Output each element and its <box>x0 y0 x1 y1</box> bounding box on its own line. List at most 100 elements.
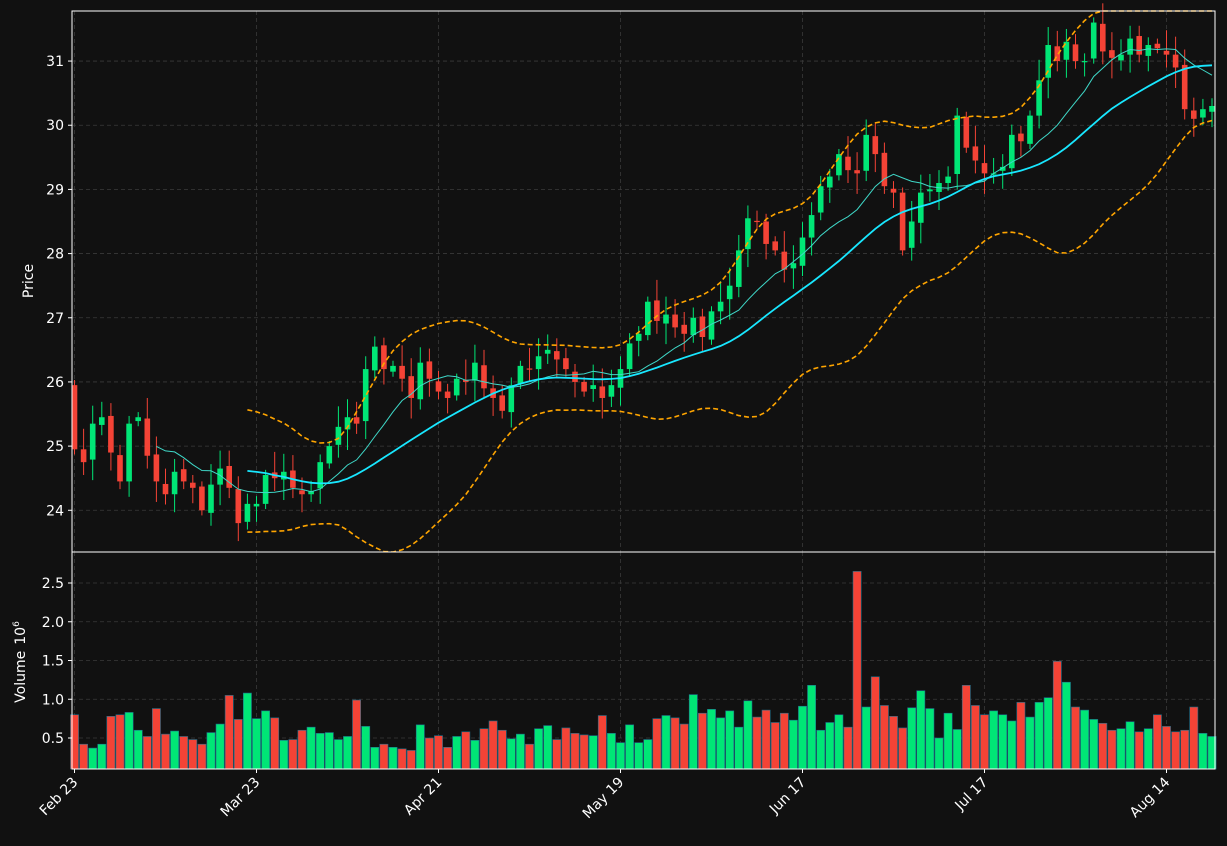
candle-up <box>827 176 833 188</box>
volume-exponent-base: 10 <box>13 627 29 645</box>
candle-up <box>1036 80 1042 116</box>
candle-up <box>626 343 633 370</box>
candle-up <box>945 176 951 183</box>
candle-up <box>308 491 314 495</box>
volume-bar <box>88 747 98 770</box>
volume-bar <box>716 717 725 770</box>
volume-bar <box>106 715 116 770</box>
volume-bar <box>616 742 625 770</box>
volume-tick-label: 1.5 <box>42 654 64 670</box>
candle-down <box>1163 50 1170 55</box>
volume-bar <box>1098 722 1108 770</box>
candle-down <box>426 361 433 379</box>
candle-up <box>89 423 96 460</box>
upper-band-line <box>247 10 1212 444</box>
candle-down <box>872 136 879 155</box>
candle-down <box>1109 50 1115 58</box>
volume-bar <box>1162 726 1171 770</box>
volume-bar <box>1134 731 1144 770</box>
volume-bar <box>743 700 753 770</box>
candle-down <box>672 314 678 328</box>
volume-bar <box>879 705 889 770</box>
volume-bar <box>233 719 243 770</box>
candle-down <box>754 220 760 223</box>
candle-up <box>135 417 141 422</box>
volume-bar <box>989 710 998 770</box>
price-tick-label: 24 <box>46 503 64 519</box>
price-axis-label: Price <box>21 264 37 298</box>
candle-up <box>918 192 924 223</box>
price-panel: 24 25 26 27 28 29 30 31 <box>46 3 1216 553</box>
candle-up <box>590 385 596 389</box>
volume-bar <box>297 729 307 770</box>
candle-up <box>453 378 460 396</box>
volume-bar <box>925 708 935 770</box>
volume-bar <box>1062 681 1071 770</box>
candle-down <box>381 345 387 370</box>
volume-bar <box>788 719 798 770</box>
volume-bar <box>142 736 152 770</box>
candle-up <box>1063 41 1070 60</box>
candle-down <box>408 376 414 398</box>
candle-down <box>763 221 769 244</box>
candle-up <box>508 385 515 413</box>
candle-up <box>608 385 615 397</box>
volume-bar <box>934 737 944 770</box>
candle-up <box>171 471 178 495</box>
volume-bar <box>152 708 161 770</box>
candle-down <box>881 152 888 187</box>
volume-bar <box>889 715 898 770</box>
candle-up <box>736 250 742 287</box>
candle-down <box>563 358 569 370</box>
volume-bar <box>97 743 107 770</box>
volume-bar <box>397 748 407 770</box>
volume-bar <box>1089 719 1099 770</box>
volume-bar <box>1116 728 1126 770</box>
candle-up <box>726 285 733 300</box>
volume-bar <box>661 715 671 770</box>
candle-down <box>108 415 114 453</box>
volume-bar <box>306 726 316 770</box>
candle-down <box>899 192 906 251</box>
candle-down <box>235 489 242 524</box>
volume-bar <box>1153 714 1162 770</box>
volume-bar <box>488 720 498 770</box>
candle-up <box>253 503 260 507</box>
candle-down <box>180 469 187 482</box>
volume-bar <box>197 743 207 770</box>
candle-up <box>344 417 351 430</box>
volume-bar <box>643 739 653 770</box>
volume-bar <box>952 729 962 770</box>
candle-down <box>399 365 405 379</box>
candle-down <box>1191 110 1197 119</box>
volume-bar <box>597 715 607 770</box>
candle-up <box>517 365 524 384</box>
volume-bar <box>452 736 462 770</box>
volume-bar <box>388 746 398 770</box>
volume-bar <box>470 740 480 770</box>
volume-bar <box>461 731 471 770</box>
price-plot-area <box>72 11 1215 552</box>
volume-bar <box>1025 716 1035 770</box>
volume-bar <box>898 727 907 770</box>
candle-down <box>554 351 560 360</box>
volume-bar <box>479 728 489 770</box>
candle-down <box>162 483 169 495</box>
candle-up <box>362 369 369 422</box>
volume-bar <box>1034 702 1044 770</box>
candle-up <box>645 301 651 336</box>
candle-down <box>972 146 979 161</box>
volume-bar <box>1125 721 1135 770</box>
candle-down <box>80 449 87 463</box>
volume-bar <box>961 684 971 770</box>
candle-up <box>281 471 287 480</box>
volume-bar <box>725 710 735 770</box>
price-tick-label: 26 <box>46 375 64 391</box>
candle-up <box>1127 38 1133 55</box>
candle-up <box>326 446 333 464</box>
volume-bar <box>1107 729 1117 770</box>
volume-bar <box>406 750 416 770</box>
volume-bar <box>1043 697 1053 770</box>
candle-down <box>1181 64 1188 110</box>
